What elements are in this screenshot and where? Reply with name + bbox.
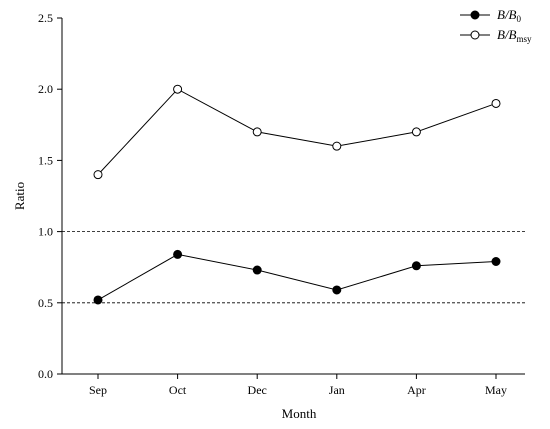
data-point [332,141,342,151]
y-tick-label: 0.0 [38,367,53,381]
legend-item: B/B0 [460,7,522,24]
x-axis-title: Month [282,406,317,421]
y-axis: 0.0 0.5 1.0 1.5 2.0 2.5 [38,11,63,381]
data-point [93,170,103,180]
data-point [252,127,262,137]
series-b-b0 [93,249,501,305]
legend-label: B/B0 [497,7,522,24]
legend: B/B0 B/Bmsy [460,7,532,44]
legend-marker [470,30,480,40]
y-tick-label: 0.5 [38,296,53,310]
y-tick-label: 1.5 [38,153,53,167]
x-tick-label: Oct [169,383,187,397]
series-group [93,84,501,305]
series-b-bmsy [93,84,501,180]
y-tick-label: 1.0 [38,225,53,239]
data-point [332,285,342,295]
x-tick-label: Sep [89,383,107,397]
x-tick-label: Apr [407,383,426,397]
data-point [491,98,501,108]
legend-label: B/Bmsy [497,27,532,44]
data-point [411,261,421,271]
legend-marker [470,10,480,20]
x-tick-label: Jan [329,383,345,397]
series-line [97,88,497,175]
y-axis-title: Ratio [12,182,27,210]
data-point [173,249,183,259]
data-point [93,295,103,305]
x-tick-label: May [485,383,507,397]
data-point [173,84,183,94]
x-tick-label: Dec [248,383,267,397]
y-tick-label: 2.5 [38,11,53,25]
series-line [97,253,497,301]
x-axis: Sep Oct Dec Jan Apr May [62,373,525,397]
y-tick-label: 2.0 [38,82,53,96]
data-point [411,127,421,137]
data-point [491,257,501,267]
data-point [252,265,262,275]
legend-item: B/Bmsy [460,27,532,44]
reference-lines [62,231,525,304]
